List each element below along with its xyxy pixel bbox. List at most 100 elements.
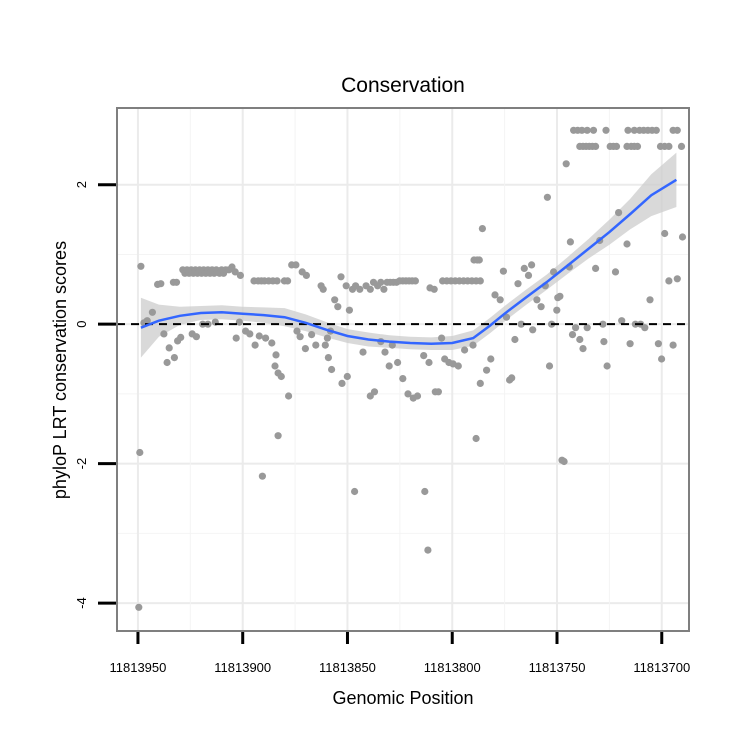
data-point [388,341,396,349]
x-tick-label: 11813950 [110,660,167,675]
data-point [603,362,611,370]
data-point [583,324,591,332]
data-point [277,372,285,381]
data-point [491,291,499,299]
data-point [334,303,342,311]
data-point [553,306,561,314]
data-point [271,362,279,370]
data-point [394,358,402,367]
data-point [618,317,626,325]
data-point [308,331,316,339]
data-point [669,341,677,349]
data-point [135,603,143,611]
data-point [165,344,173,352]
data-point [496,296,504,304]
smooth-line-layer [140,178,678,345]
data-point [611,268,620,276]
data-point [319,285,327,293]
scatter-points [135,126,687,611]
data-point [170,354,178,362]
data-point [469,341,477,349]
data-point [258,472,266,480]
data-point [385,362,393,370]
y-tick-label: 0 [74,321,89,328]
data-point [476,277,484,285]
data-point [528,261,536,269]
data-point [654,340,663,348]
data-point [337,273,345,281]
y-tick-label: -4 [74,597,89,609]
y-axis: -4 -2 0 2 [74,181,116,609]
data-point [323,334,331,342]
y-tick-label: 2 [74,181,89,188]
data-point [421,487,429,496]
data-point [399,375,407,383]
data-point [524,271,533,279]
plot-frame [116,107,690,632]
data-point [566,238,575,246]
data-point [612,142,621,150]
data-point [499,267,507,275]
data-point [425,358,433,367]
y-tick-label: -2 [74,458,89,470]
data-point [454,362,462,370]
data-point [461,346,469,354]
data-point [624,126,632,134]
data-point [502,313,511,321]
data-point [623,240,631,248]
x-tick-label: 11813900 [214,660,271,675]
data-point [331,296,339,304]
data-point [602,126,610,134]
data-point [511,335,519,344]
data-point [377,278,385,286]
data-point [514,280,522,288]
data-point [646,296,654,304]
data-point [268,339,276,347]
data-point [351,487,359,496]
data-point [641,324,649,332]
data-point [246,330,254,338]
grid-lines [117,108,689,631]
data-point [338,379,346,387]
data-point [293,327,301,335]
data-point [411,277,419,285]
data-point [292,261,300,269]
data-point [529,326,537,334]
data-point [312,341,320,349]
x-tick-label: 11813700 [633,660,690,675]
plot-panel [117,108,689,631]
data-point [633,142,642,150]
data-point [157,280,165,288]
data-point [251,341,259,349]
data-point [560,457,568,466]
data-point [556,292,564,300]
data-point [665,277,673,285]
data-point [381,348,389,356]
data-point [163,358,171,367]
data-point [236,271,244,279]
data-point [232,334,240,342]
data-point [321,341,329,349]
data-point [520,264,528,272]
data-point [274,432,282,440]
data-point [438,334,446,342]
data-point [579,345,587,353]
x-tick-label: 11813800 [424,660,481,675]
data-point [356,285,364,293]
x-tick-label: 11813850 [319,660,376,675]
data-point [143,317,151,325]
data-point [301,345,309,353]
data-point [160,330,168,338]
data-point [600,338,608,346]
x-axis: 11813950 11813900 11813850 11813800 11813750… [110,632,690,675]
data-point [487,355,495,363]
data-point [665,142,673,150]
data-point [626,340,634,348]
data-point [424,546,432,554]
data-point [434,388,442,396]
data-point [430,285,438,293]
data-point [543,193,552,201]
data-point [545,362,554,370]
data-point [508,374,516,382]
